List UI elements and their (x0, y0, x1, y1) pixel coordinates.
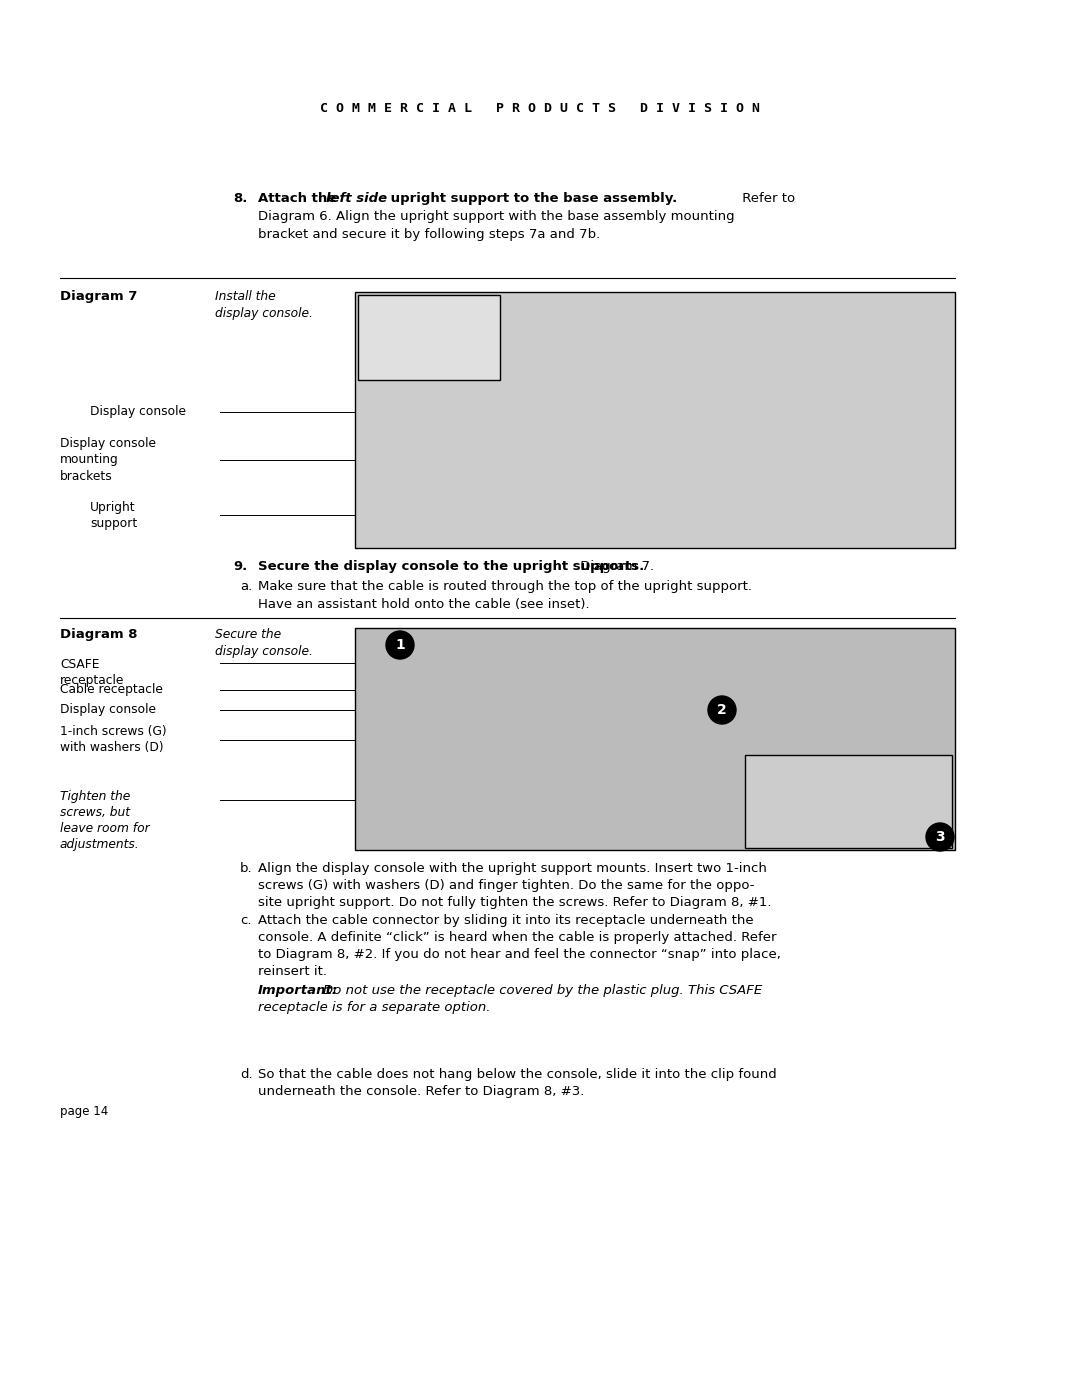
Text: Attach the cable connector by sliding it into its receptacle underneath the: Attach the cable connector by sliding it… (258, 914, 754, 928)
Text: CSAFE
receptacle: CSAFE receptacle (60, 658, 124, 687)
Bar (355, 292, 955, 548)
Text: Attach the: Attach the (258, 191, 341, 205)
Text: Display console: Display console (90, 405, 186, 419)
Text: 8.: 8. (233, 191, 247, 205)
Text: Cable receptacle: Cable receptacle (60, 683, 163, 697)
Text: a.: a. (240, 580, 253, 592)
Text: screws (G) with washers (D) and finger tighten. Do the same for the oppo-: screws (G) with washers (D) and finger t… (258, 879, 755, 893)
Text: C O M M E R C I A L   P R O D U C T S   D I V I S I O N: C O M M E R C I A L P R O D U C T S D I … (320, 102, 760, 115)
Text: 1: 1 (395, 638, 405, 652)
Text: c.: c. (240, 914, 252, 928)
Text: page 14: page 14 (60, 1105, 108, 1118)
Text: 1-inch screws (G)
with washers (D): 1-inch screws (G) with washers (D) (60, 725, 166, 754)
Text: to Diagram 8, #2. If you do not hear and feel the connector “snap” into place,: to Diagram 8, #2. If you do not hear and… (258, 949, 781, 961)
Text: 3: 3 (935, 830, 945, 844)
Text: left side: left side (326, 191, 387, 205)
Bar (357, 295, 500, 380)
Text: 2: 2 (717, 703, 727, 717)
Text: b.: b. (240, 862, 253, 875)
Text: Make sure that the cable is routed through the top of the upright support.: Make sure that the cable is routed throu… (258, 580, 752, 592)
Text: Diagram 6. Align the upright support with the base assembly mounting: Diagram 6. Align the upright support wit… (258, 210, 734, 224)
Text: site upright support. Do not fully tighten the screws. Refer to Diagram 8, #1.: site upright support. Do not fully tight… (258, 895, 771, 909)
Circle shape (708, 696, 735, 724)
Circle shape (386, 631, 414, 659)
Circle shape (926, 823, 954, 851)
Text: Secure the display console to the upright supports.: Secure the display console to the uprigh… (258, 560, 645, 573)
Text: Tighten the
screws, but
leave room for
adjustments.: Tighten the screws, but leave room for a… (60, 789, 150, 851)
Text: Align the display console with the upright support mounts. Insert two 1-inch: Align the display console with the uprig… (258, 862, 767, 875)
Text: reinsert it.: reinsert it. (258, 965, 327, 978)
Text: Diagram 7: Diagram 7 (60, 291, 137, 303)
Text: Do not use the receptacle covered by the plastic plug. This CSAFE: Do not use the receptacle covered by the… (323, 983, 762, 997)
Text: Display console: Display console (60, 704, 156, 717)
Text: upright support to the base assembly.: upright support to the base assembly. (386, 191, 677, 205)
Text: Diagram 8: Diagram 8 (60, 629, 137, 641)
Text: Have an assistant hold onto the cable (see inset).: Have an assistant hold onto the cable (s… (258, 598, 590, 610)
Text: Install the
display console.: Install the display console. (215, 291, 313, 320)
Text: underneath the console. Refer to Diagram 8, #3.: underneath the console. Refer to Diagram… (258, 1085, 584, 1098)
Text: 9.: 9. (233, 560, 247, 573)
Text: Diagram 7.: Diagram 7. (576, 560, 654, 573)
Text: bracket and secure it by following steps 7a and 7b.: bracket and secure it by following steps… (258, 228, 600, 242)
Text: Display console
mounting
brackets: Display console mounting brackets (60, 437, 156, 482)
Text: Secure the
display console.: Secure the display console. (215, 629, 313, 658)
Text: Upright
support: Upright support (90, 500, 137, 529)
Bar (745, 754, 951, 848)
Bar (355, 629, 955, 849)
Text: Refer to: Refer to (738, 191, 795, 205)
Text: d.: d. (240, 1067, 253, 1081)
Text: Important:: Important: (258, 983, 338, 997)
Text: console. A definite “click” is heard when the cable is properly attached. Refer: console. A definite “click” is heard whe… (258, 930, 777, 944)
Text: So that the cable does not hang below the console, slide it into the clip found: So that the cable does not hang below th… (258, 1067, 777, 1081)
Text: receptacle is for a separate option.: receptacle is for a separate option. (258, 1002, 490, 1014)
